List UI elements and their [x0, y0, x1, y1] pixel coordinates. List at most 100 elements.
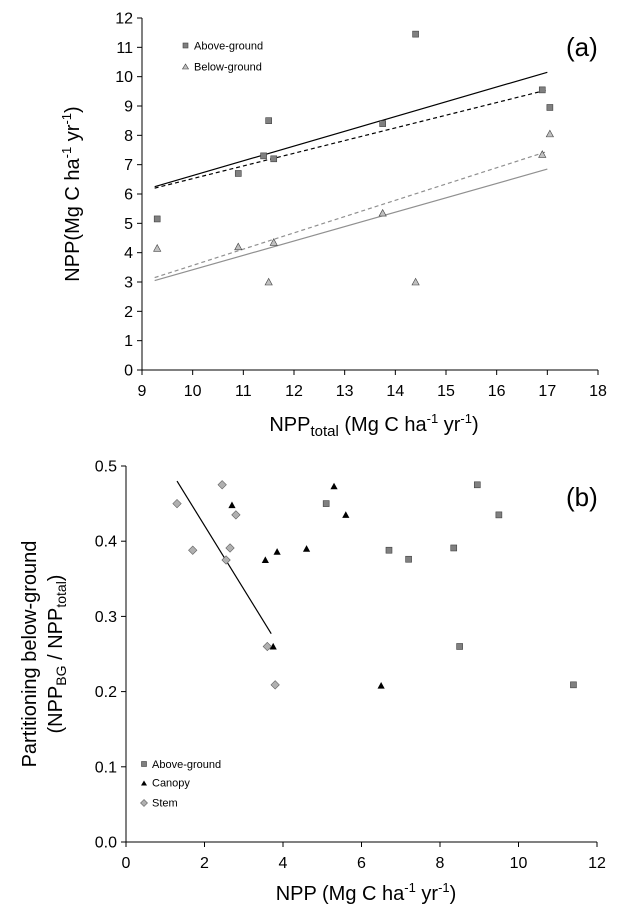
a-y-tick-label: 3 — [124, 275, 133, 292]
a-y-tick-label: 6 — [124, 187, 133, 204]
b-x-tick-label: 8 — [436, 855, 445, 872]
legend-label-below-ground: Below-ground — [194, 62, 262, 74]
a-y-tick-label: 9 — [124, 99, 133, 116]
legend-marker-above-ground — [182, 42, 189, 49]
b-x-tick-label: 6 — [357, 855, 366, 872]
a-point-below-ground — [411, 277, 420, 286]
b-y-tick-label: 0.0 — [95, 835, 117, 852]
legend-marker-below-ground — [181, 63, 190, 70]
b-point-canopy — [377, 681, 385, 689]
panel-b-y-axis-label-line2: (NPPBG / NPPtotal) — [45, 575, 69, 734]
legend-marker-canopy — [141, 780, 147, 786]
a-y-tick-label: 11 — [116, 40, 133, 57]
b-x-tick-label: 2 — [200, 855, 209, 872]
legend-label-above-ground-b: Above-ground — [152, 759, 221, 771]
b-point-above-ground — [456, 643, 463, 650]
a-point-above-ground — [379, 120, 386, 127]
b-point-stem — [231, 510, 241, 520]
a-x-tick-label: 15 — [437, 383, 455, 400]
b-point-canopy — [228, 501, 236, 509]
b-y-tick-label: 0.3 — [95, 609, 117, 626]
panel-a-y-axis-label: NPP(Mg C ha-1 yr-1) — [59, 106, 84, 281]
a-fit-line-4 — [154, 168, 548, 282]
b-point-canopy — [273, 548, 281, 555]
b-point-stem — [262, 641, 272, 652]
b-y-tick-label: 0.2 — [95, 684, 117, 701]
b-point-stem — [225, 543, 235, 553]
a-x-tick-label: 9 — [138, 383, 147, 400]
a-point-below-ground — [269, 238, 278, 246]
a-point-below-ground — [153, 244, 162, 252]
a-y-tick-label: 8 — [124, 128, 133, 145]
a-point-below-ground — [545, 129, 554, 138]
b-point-above-ground — [450, 544, 458, 552]
legend-label-above-ground: Above-ground — [194, 41, 263, 53]
a-point-above-ground — [538, 86, 546, 94]
a-x-tick-label: 17 — [538, 383, 556, 400]
a-y-tick-label: 4 — [124, 245, 133, 262]
b-point-stem — [188, 545, 198, 555]
a-point-above-ground — [234, 170, 242, 177]
a-point-below-ground — [234, 242, 243, 251]
b-x-tick-label: 12 — [588, 855, 606, 872]
legend-marker-above-ground-b — [141, 761, 147, 767]
panel-b-label: (b) — [566, 482, 598, 512]
b-point-above-ground — [385, 546, 393, 554]
a-point-above-ground — [270, 155, 278, 163]
legend-label-stem: Stem — [152, 798, 178, 810]
a-y-tick-label: 0 — [124, 363, 133, 380]
legend-marker-stem — [140, 799, 148, 807]
b-x-tick-label: 0 — [122, 855, 131, 872]
a-point-above-ground — [546, 104, 554, 111]
b-point-stem — [217, 480, 227, 490]
a-point-above-ground — [153, 215, 161, 223]
panel-b-legend: Above-ground Canopy Stem — [140, 759, 221, 810]
b-point-canopy — [302, 545, 311, 552]
a-point-above-ground — [265, 117, 272, 124]
a-x-tick-label: 11 — [235, 383, 252, 400]
panel-b-x-axis-label: NPP (Mg C ha-1 yr-1) — [276, 880, 457, 905]
a-fit-line-1 — [154, 71, 548, 188]
a-y-tick-label: 10 — [115, 69, 133, 86]
a-point-below-ground — [264, 277, 273, 286]
a-y-tick-label: 1 — [124, 333, 133, 350]
b-point-canopy — [330, 482, 338, 490]
a-point-below-ground — [378, 208, 387, 217]
a-point-below-ground — [538, 150, 547, 158]
b-point-canopy — [269, 642, 277, 650]
a-y-tick-label: 2 — [124, 304, 133, 321]
b-x-tick-label: 10 — [510, 855, 528, 872]
a-point-above-ground — [260, 152, 267, 160]
b-point-above-ground — [322, 500, 330, 507]
panel-a-legend: Above-ground Below-ground — [181, 41, 263, 74]
b-point-stem — [270, 680, 280, 690]
panel-b: 0.0 0.1 0.2 0.3 0.4 0.5 0 2 4 6 8 10 12 (b) Above-g… — [19, 459, 606, 906]
a-y-tick-label: 5 — [124, 216, 133, 233]
b-x-tick-label: 4 — [279, 855, 288, 872]
b-y-tick-label: 0.1 — [95, 759, 117, 776]
a-x-tick-label: 12 — [285, 383, 303, 400]
a-x-tick-label: 14 — [386, 383, 404, 400]
a-y-tick-label: 12 — [115, 11, 133, 28]
a-point-above-ground — [412, 30, 419, 38]
b-point-above-ground — [473, 481, 481, 489]
b-point-stem — [221, 555, 231, 565]
legend-label-canopy: Canopy — [152, 778, 190, 790]
a-fit-line-3 — [154, 150, 548, 279]
b-point-above-ground — [405, 555, 412, 563]
a-x-tick-label: 18 — [589, 383, 607, 400]
a-x-tick-label: 13 — [336, 383, 354, 400]
a-y-tick-label: 7 — [124, 157, 133, 174]
b-point-canopy — [342, 511, 350, 518]
a-fit-line-2 — [154, 89, 548, 189]
b-point-canopy — [261, 556, 269, 563]
a-x-tick-label: 16 — [488, 383, 506, 400]
panel-a-x-axis-label: NPPtotal (Mg C ha-1 yr-1) — [269, 411, 478, 440]
panel-b-y-axis-label-line1: Partitioning below-ground — [19, 541, 41, 768]
b-point-above-ground — [495, 511, 503, 519]
b-point-above-ground — [570, 681, 577, 689]
panel-a-label: (a) — [566, 32, 598, 62]
b-point-stem — [172, 498, 182, 509]
